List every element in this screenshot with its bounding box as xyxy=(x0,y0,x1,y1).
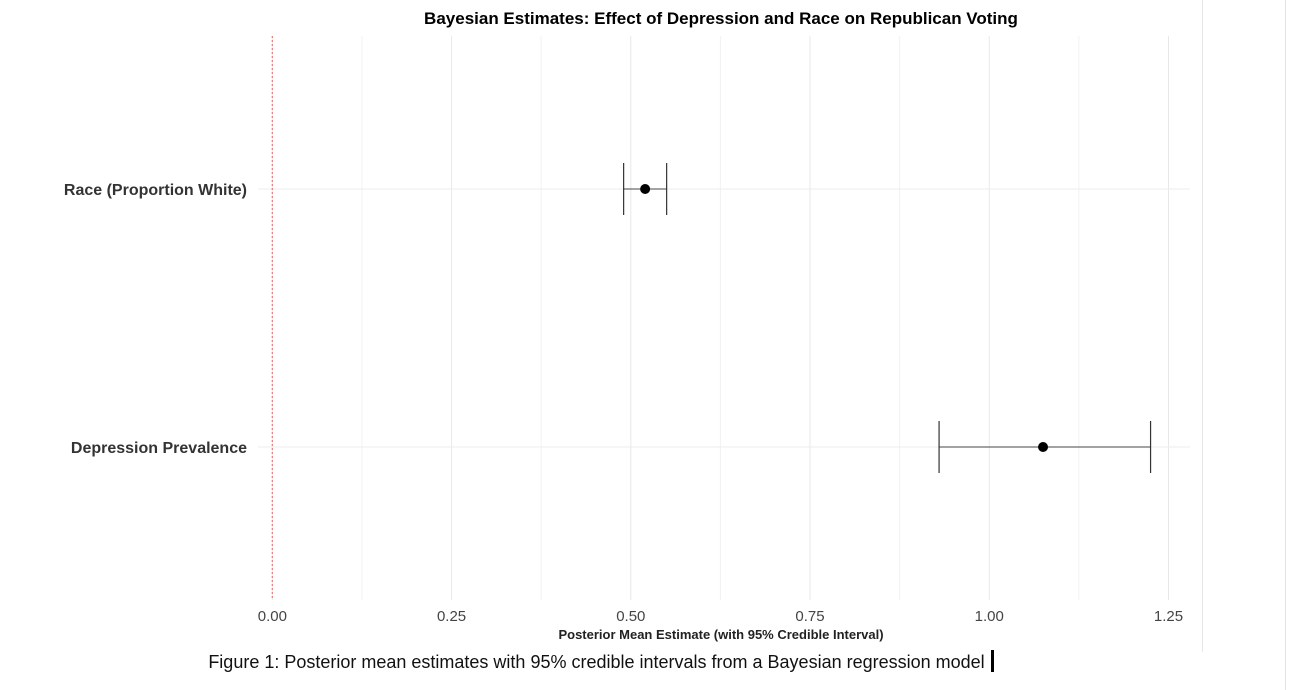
estimate-0 xyxy=(623,163,668,215)
y-category-label: Race (Proportion White) xyxy=(64,182,247,199)
x-tick-label: 0.00 xyxy=(258,608,287,625)
y-category-label: Depression Prevalence xyxy=(71,440,247,457)
estimate-marks xyxy=(623,163,1152,473)
x-tick-label: 1.00 xyxy=(975,608,1004,625)
x-tick-label: 0.50 xyxy=(616,608,645,625)
x-axis-title: Posterior Mean Estimate (with 95% Credib… xyxy=(558,627,883,642)
text-cursor xyxy=(990,650,994,672)
x-tick-label: 0.75 xyxy=(795,608,824,625)
figure-caption: Figure 1: Posterior mean estimates with … xyxy=(0,650,1202,673)
forest-plot: Bayesian Estimates: Effect of Depression… xyxy=(64,9,1190,642)
y-category-labels: Race (Proportion White) Depression Preval… xyxy=(64,182,247,457)
figure-caption-text: Figure 1: Posterior mean estimates with … xyxy=(208,652,985,672)
plot-panel: Bayesian Estimates: Effect of Depression… xyxy=(63,0,1203,652)
estimate-1 xyxy=(938,421,1152,473)
posterior-mean-point xyxy=(640,184,651,194)
chart-title: Bayesian Estimates: Effect of Depression… xyxy=(424,9,1018,28)
x-tick-label: 0.25 xyxy=(437,608,466,625)
x-tick-labels: 0.00 0.25 0.50 0.75 1.00 1.25 xyxy=(258,608,1183,625)
posterior-mean-point xyxy=(1038,442,1049,452)
x-tick-label: 1.25 xyxy=(1154,608,1183,625)
window-edge xyxy=(1285,0,1286,690)
grid-lines xyxy=(258,36,1190,600)
